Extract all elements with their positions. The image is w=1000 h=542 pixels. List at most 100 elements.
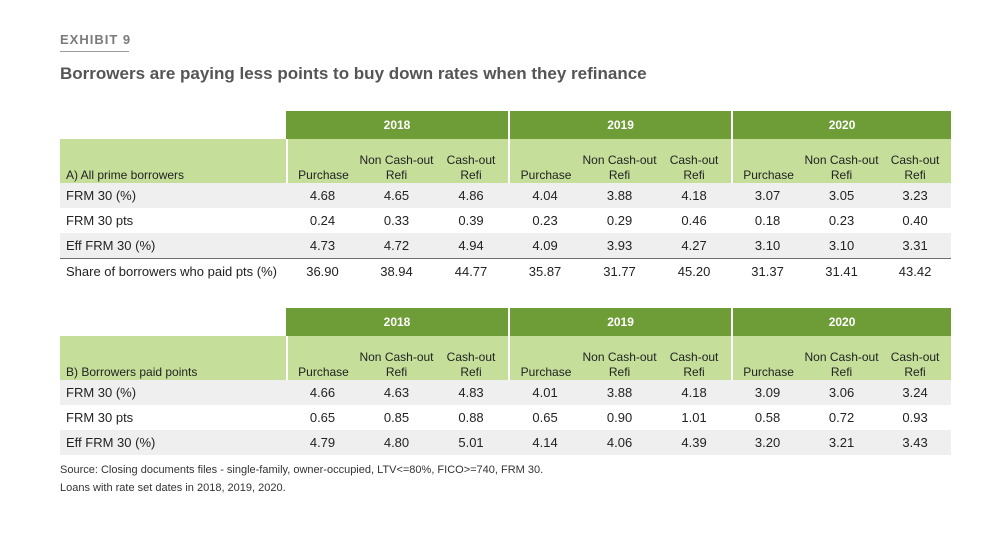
- cell-value: 0.90: [606, 410, 633, 425]
- cell-value: 3.21: [804, 430, 880, 455]
- row-label: FRM 30 (%): [60, 183, 286, 208]
- cell-value: 0.23: [828, 213, 855, 228]
- col-header-non-cash-out-refi: Non Cash-out Refi: [804, 139, 880, 183]
- cell-value: 0.40: [902, 213, 928, 228]
- cell-value: 3.10: [731, 233, 805, 258]
- cell-value: 31.77: [582, 258, 658, 284]
- col-header-purchase: Purchase: [286, 336, 359, 380]
- cell-value: 4.79: [286, 430, 359, 455]
- cell-value: 3.93: [582, 233, 658, 258]
- source-line-2: Loans with rate set dates in 2018, 2019,…: [60, 482, 286, 494]
- page-title: Borrowers are paying less points to buy …: [60, 64, 647, 83]
- year-header-row: 2018 2019 2020: [60, 111, 952, 139]
- cell-value: 3.88: [582, 183, 658, 208]
- cell-value: 4.27: [657, 233, 732, 258]
- cell-value: 4.83: [434, 380, 509, 405]
- cell-value: 3.23: [879, 183, 952, 208]
- cell-value: 4.18: [657, 380, 732, 405]
- cell-value: 0.24: [309, 213, 336, 228]
- cell-value: 4.06: [582, 430, 658, 455]
- year-header-2018: 2018: [286, 111, 509, 139]
- cell-value: 44.77: [434, 258, 509, 284]
- cell-value: 4.63: [359, 380, 434, 405]
- table-row: FRM 30 (%) 4.68 4.65 4.86 4.04 3.88 4.18…: [60, 183, 952, 208]
- cell-value: 0.88: [458, 410, 484, 425]
- cell-value: 3.20: [731, 430, 805, 455]
- cell-value: 45.20: [657, 258, 732, 284]
- year-header-row: 2018 2019 2020: [60, 308, 952, 336]
- table-borrowers-paid-points: 2018 2019 2020 B) Borrowers paid points …: [60, 308, 952, 455]
- col-header-non-cash-out-refi: Non Cash-out Refi: [582, 139, 658, 183]
- col-header-non-cash-out-refi: Non Cash-out Refi: [804, 336, 880, 380]
- table-row: FRM 30 pts 0.24 0.33 0.39 0.23 0.29 0.46…: [60, 208, 951, 233]
- col-header-non-cash-out-refi: Non Cash-out Refi: [359, 336, 434, 380]
- cell-value: 35.87: [508, 258, 583, 284]
- cell-value: 4.09: [508, 233, 583, 258]
- col-header-cash-out-refi: Cash-out Refi: [657, 139, 732, 183]
- col-header-cash-out-refi: Cash-out Refi: [879, 336, 952, 380]
- col-header-purchase: Purchase: [508, 139, 583, 183]
- year-header-blank: [60, 308, 286, 336]
- column-header-row: B) Borrowers paid points Purchase Non Ca…: [60, 336, 952, 380]
- cell-value: 4.94: [434, 233, 509, 258]
- column-header-row: A) All prime borrowers Purchase Non Cash…: [60, 139, 952, 183]
- col-header-purchase: Purchase: [731, 336, 805, 380]
- row-label: Eff FRM 30 (%): [60, 430, 286, 455]
- row-label: Share of borrowers who paid pts (%): [60, 258, 286, 284]
- cell-value: 31.41: [804, 258, 880, 284]
- table-row: Share of borrowers who paid pts (%) 36.9…: [60, 258, 952, 284]
- cell-value: 3.10: [804, 233, 880, 258]
- cell-value: 3.43: [879, 430, 952, 455]
- col-header-cash-out-refi: Cash-out Refi: [434, 139, 509, 183]
- year-header-2019: 2019: [508, 308, 732, 336]
- cell-value: 1.01: [681, 410, 707, 425]
- row-label: FRM 30 pts: [66, 213, 134, 228]
- col-header-cash-out-refi: Cash-out Refi: [434, 336, 509, 380]
- table-all-prime-borrowers: 2018 2019 2020 A) All prime borrowers Pu…: [60, 111, 952, 284]
- cell-value: 0.65: [532, 410, 558, 425]
- col-header-cash-out-refi: Cash-out Refi: [879, 139, 952, 183]
- section-label: B) Borrowers paid points: [60, 336, 286, 380]
- source-line-1: Source: Closing documents files - single…: [60, 464, 544, 476]
- table-row: Eff FRM 30 (%) 4.79 4.80 5.01 4.14 4.06 …: [60, 430, 952, 455]
- year-header-2019: 2019: [508, 111, 732, 139]
- cell-value: 3.09: [731, 380, 805, 405]
- year-header-blank: [60, 111, 286, 139]
- source-note: Source: Closing documents files - single…: [60, 461, 543, 497]
- row-label: FRM 30 pts: [66, 410, 134, 425]
- cell-value: 4.80: [359, 430, 434, 455]
- cell-value: 0.93: [902, 410, 928, 425]
- cell-value: 4.65: [359, 183, 434, 208]
- cell-value: 4.14: [508, 430, 583, 455]
- cell-value: 4.73: [286, 233, 359, 258]
- section-label: A) All prime borrowers: [60, 139, 286, 183]
- col-header-non-cash-out-refi: Non Cash-out Refi: [582, 336, 658, 380]
- cell-value: 43.42: [879, 258, 952, 284]
- cell-value: 4.18: [657, 183, 732, 208]
- cell-value: 3.24: [879, 380, 952, 405]
- table-row: Eff FRM 30 (%) 4.73 4.72 4.94 4.09 3.93 …: [60, 233, 952, 258]
- cell-value: 0.58: [754, 410, 781, 425]
- cell-value: 0.46: [681, 213, 707, 228]
- exhibit-label: EXHIBIT 9: [60, 32, 132, 47]
- cell-value: 3.07: [731, 183, 805, 208]
- cell-value: 0.23: [532, 213, 558, 228]
- cell-value: 4.72: [359, 233, 434, 258]
- cell-value: 4.86: [434, 183, 509, 208]
- year-header-2018: 2018: [286, 308, 509, 336]
- row-label: FRM 30 (%): [60, 380, 286, 405]
- cell-value: 5.01: [434, 430, 509, 455]
- cell-value: 31.37: [731, 258, 805, 284]
- col-header-cash-out-refi: Cash-out Refi: [657, 336, 732, 380]
- col-header-purchase: Purchase: [286, 139, 359, 183]
- year-header-2020: 2020: [731, 111, 952, 139]
- year-header-2020: 2020: [731, 308, 952, 336]
- cell-value: 3.05: [804, 183, 880, 208]
- cell-value: 0.18: [754, 213, 781, 228]
- cell-value: 36.90: [286, 258, 359, 284]
- table-row: FRM 30 (%) 4.66 4.63 4.83 4.01 3.88 4.18…: [60, 380, 952, 405]
- cell-value: 4.68: [286, 183, 359, 208]
- cell-value: 0.85: [383, 410, 410, 425]
- cell-value: 4.66: [286, 380, 359, 405]
- cell-value: 0.29: [606, 213, 633, 228]
